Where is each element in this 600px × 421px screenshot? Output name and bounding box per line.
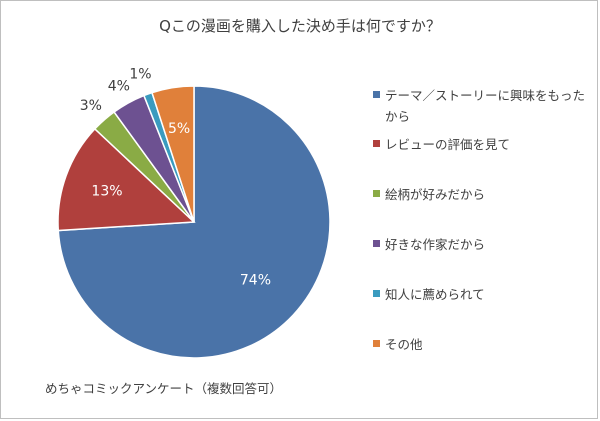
slice-data-label: 1% [129, 66, 151, 82]
slice-data-label: 13% [91, 184, 122, 200]
legend-swatch [373, 340, 380, 347]
slice-data-label: 3% [80, 98, 102, 114]
legend-label: 知人に薦められて [385, 287, 485, 302]
legend-swatch [373, 240, 380, 247]
legend-swatch [373, 190, 380, 197]
slice-data-label: 5% [168, 121, 190, 137]
legend-label: 好きな作家だから [385, 237, 486, 252]
legend-label: その他 [385, 337, 423, 352]
slice-data-label: 74% [240, 273, 271, 289]
legend-label: 絵柄が好みだから [385, 187, 486, 202]
legend-swatch [373, 91, 380, 98]
legend-swatch [373, 290, 380, 297]
legend-label: レビューの評価を見て [385, 137, 511, 152]
source-note: めちゃコミックアンケート（複数回答可） [45, 381, 283, 396]
pie-slice [151, 85, 195, 223]
legend-label: テーマ／ストーリーに興味をもったから [385, 88, 586, 124]
slice-data-label: 4% [108, 78, 130, 94]
pie-slice [57, 127, 196, 232]
legend-swatch [373, 140, 380, 147]
chart-title: Qこの漫画を購入した決め手は何ですか？ [159, 17, 441, 35]
